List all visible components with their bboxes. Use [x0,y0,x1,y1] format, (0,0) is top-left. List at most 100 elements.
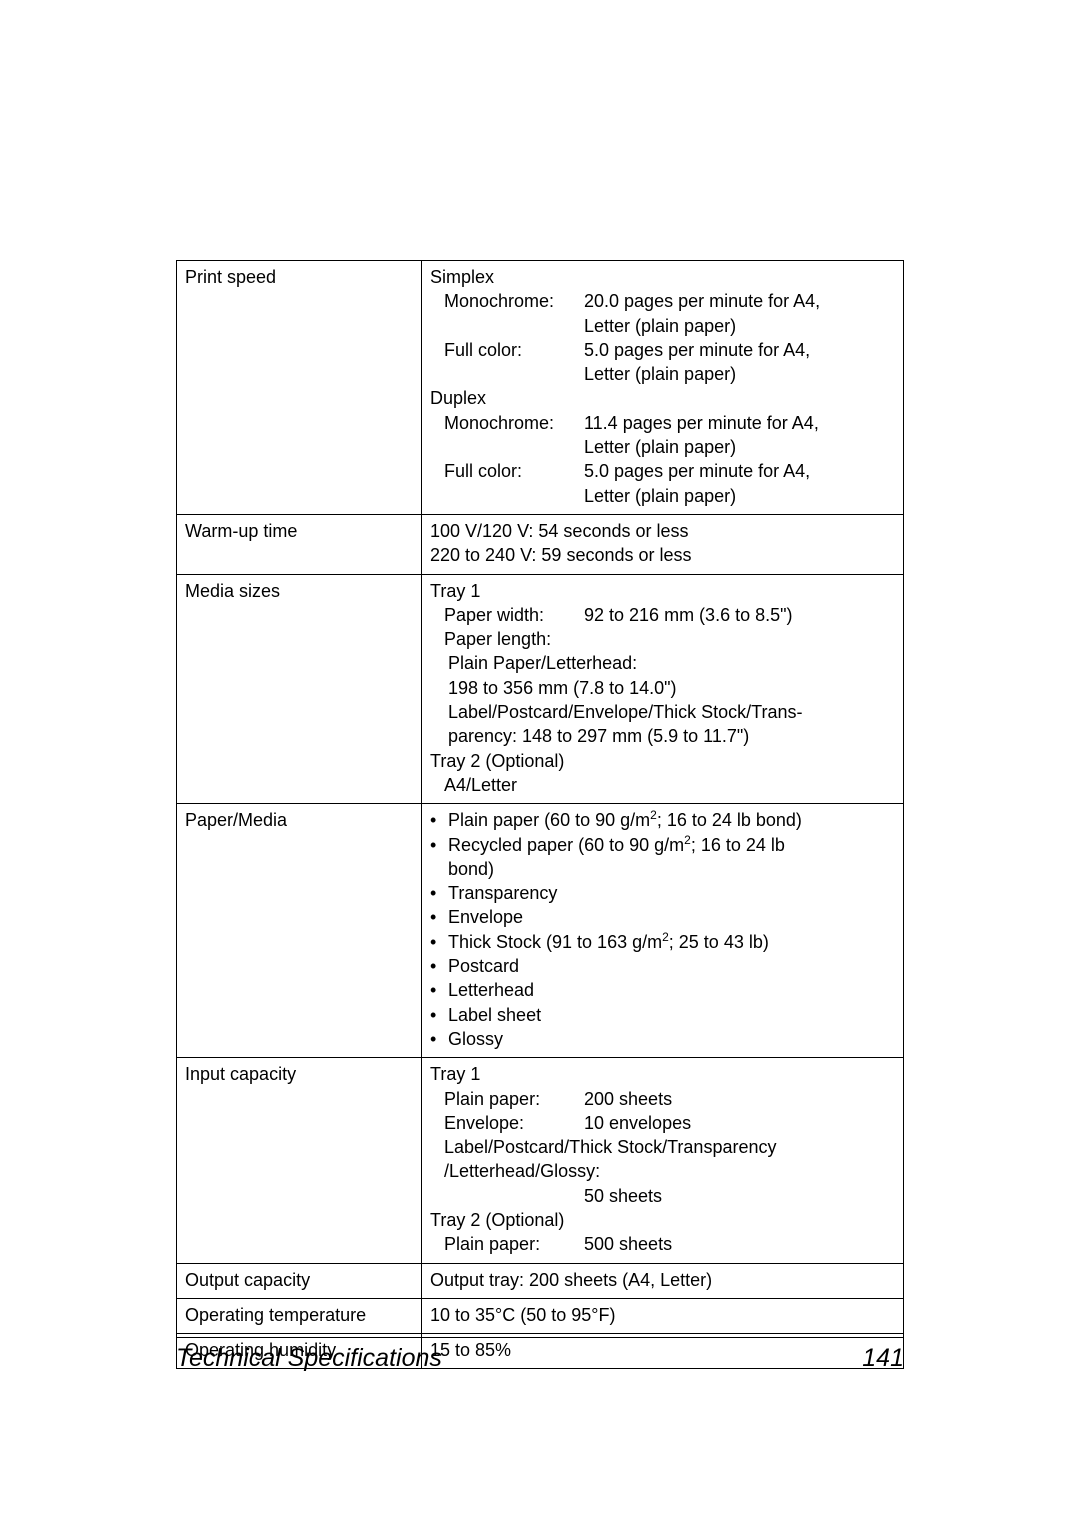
spec-val: 500 sheets [584,1232,895,1256]
bullet-text: Recycled paper (60 to 90 g/m [448,835,684,855]
table-row: Paper/Media •Plain paper (60 to 90 g/m2;… [177,804,904,1058]
superscript: 2 [662,930,669,944]
spec-val: 92 to 216 mm (3.6 to 8.5") [584,603,895,627]
spec-val-line: Letter (plain paper) [584,484,895,508]
spec-line: Tray 1 [430,1062,895,1086]
spec-val-line: 11.4 pages per minute for A4, [584,411,895,435]
spec-value: Tray 1 Plain paper: 200 sheets Envelope:… [422,1058,904,1263]
bullet-text: Label sheet [448,1003,895,1027]
spec-val-line: Letter (plain paper) [584,435,895,459]
spec-line: Paper length: [444,627,895,651]
spec-key: Full color: [444,338,584,387]
spec-val-line: 5.0 pages per minute for A4, [584,338,895,362]
spec-val: 11.4 pages per minute for A4, Letter (pl… [584,411,895,460]
spec-val: 200 sheets [584,1087,895,1111]
page-footer: Technical Specifications 141 [176,1337,904,1373]
spec-label: Print speed [177,261,422,515]
spec-val-line: 20.0 pages per minute for A4, [584,289,895,313]
spec-key: Paper width: [444,603,584,627]
spec-val: 5.0 pages per minute for A4, Letter (pla… [584,459,895,508]
spec-value: Simplex Monochrome: 20.0 pages per minut… [422,261,904,515]
bullet-text: ; 16 to 24 lb bond) [657,810,802,830]
spec-line: A4/Letter [444,773,895,797]
table-row: Print speed Simplex Monochrome: 20.0 pag… [177,261,904,515]
list-item: •Transparency [430,881,895,905]
spec-value: 100 V/120 V: 54 seconds or less 220 to 2… [422,514,904,574]
spec-value: •Plain paper (60 to 90 g/m2; 16 to 24 lb… [422,804,904,1058]
bullet-text: Envelope [448,905,895,929]
list-item: •Label sheet [430,1003,895,1027]
spec-line: 198 to 356 mm (7.8 to 14.0") [448,676,895,700]
spec-key [444,1184,584,1208]
bullet-icon: • [430,808,448,832]
spec-val: 10 envelopes [584,1111,895,1135]
bullet-icon: • [430,978,448,1002]
superscript: 2 [650,808,657,822]
bullet-icon: • [430,1027,448,1051]
specifications-table: Print speed Simplex Monochrome: 20.0 pag… [176,260,904,1369]
spec-label: Warm-up time [177,514,422,574]
spec-key: Envelope: [444,1111,584,1135]
bullet-text: Glossy [448,1027,895,1051]
bullet-icon: • [430,930,448,954]
bullet-text: ; 16 to 24 lb [691,835,785,855]
bullet-text: ; 25 to 43 lb) [669,932,769,952]
mode-header: Duplex [430,386,895,410]
bullet-icon: • [430,833,448,882]
list-item: •Recycled paper (60 to 90 g/m2; 16 to 24… [430,833,895,882]
spec-line: Tray 1 [430,579,895,603]
bullet-icon: • [430,954,448,978]
spec-line: 100 V/120 V: 54 seconds or less [430,519,895,543]
list-item: •Postcard [430,954,895,978]
superscript: 2 [684,833,691,847]
spec-key: Monochrome: [444,289,584,338]
bullet-icon: • [430,1003,448,1027]
bullet-icon: • [430,881,448,905]
spec-label: Paper/Media [177,804,422,1058]
bullet-icon: • [430,905,448,929]
spec-key: Plain paper: [444,1087,584,1111]
spec-label: Input capacity [177,1058,422,1263]
table-row: Input capacity Tray 1 Plain paper: 200 s… [177,1058,904,1263]
table-row: Operating temperature 10 to 35°C (50 to … [177,1298,904,1333]
list-item: •Glossy [430,1027,895,1051]
mode-header: Simplex [430,265,895,289]
spec-value: Tray 1 Paper width: 92 to 216 mm (3.6 to… [422,574,904,804]
bullet-text: Postcard [448,954,895,978]
bullet-text: Thick Stock (91 to 163 g/m [448,932,662,952]
spec-value: Output tray: 200 sheets (A4, Letter) [422,1263,904,1298]
spec-val-line: 5.0 pages per minute for A4, [584,459,895,483]
list-item: •Envelope [430,905,895,929]
list-item: •Plain paper (60 to 90 g/m2; 16 to 24 lb… [430,808,895,832]
spec-val: 5.0 pages per minute for A4, Letter (pla… [584,338,895,387]
spec-val-line: Letter (plain paper) [584,314,895,338]
spec-value: 10 to 35°C (50 to 95°F) [422,1298,904,1333]
bullet-text: bond) [448,859,494,879]
spec-label: Operating temperature [177,1298,422,1333]
spec-key: Monochrome: [444,411,584,460]
bullet-text: Plain paper (60 to 90 g/m [448,810,650,830]
list-item: •Letterhead [430,978,895,1002]
spec-key: Full color: [444,459,584,508]
spec-line: Label/Postcard/Thick Stock/Transparency [444,1135,895,1159]
spec-val: 50 sheets [584,1184,895,1208]
footer-title: Technical Specifications [176,1344,442,1373]
bullet-text: Letterhead [448,978,895,1002]
bullet-text: Transparency [448,881,895,905]
spec-line: 220 to 240 V: 59 seconds or less [430,543,895,567]
spec-line: Tray 2 (Optional) [430,1208,895,1232]
list-item: •Thick Stock (91 to 163 g/m2; 25 to 43 l… [430,930,895,954]
spec-line: Plain Paper/Letterhead: [448,651,895,675]
table-row: Media sizes Tray 1 Paper width: 92 to 21… [177,574,904,804]
spec-key: Plain paper: [444,1232,584,1256]
table-row: Output capacity Output tray: 200 sheets … [177,1263,904,1298]
spec-line: /Letterhead/Glossy: [444,1159,895,1183]
page-number: 141 [862,1344,904,1373]
spec-line: Tray 2 (Optional) [430,749,895,773]
spec-line: Label/Postcard/Envelope/Thick Stock/Tran… [448,700,895,724]
spec-val-line: Letter (plain paper) [584,362,895,386]
spec-line: parency: 148 to 297 mm (5.9 to 11.7") [448,724,895,748]
spec-label: Output capacity [177,1263,422,1298]
table-row: Warm-up time 100 V/120 V: 54 seconds or … [177,514,904,574]
spec-label: Media sizes [177,574,422,804]
